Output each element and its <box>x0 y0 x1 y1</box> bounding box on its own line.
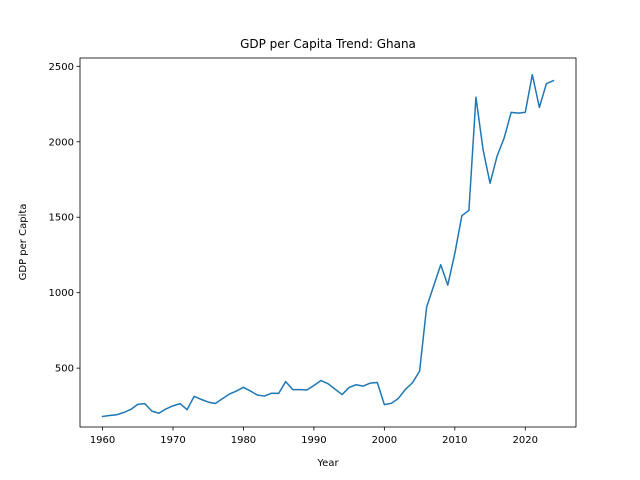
plot-area <box>101 73 555 418</box>
y-tick-label: 1000 <box>49 288 74 299</box>
y-tick-label: 2000 <box>49 137 74 148</box>
x-tick-label: 2010 <box>442 435 467 446</box>
plot-frame <box>79 57 577 428</box>
y-tick-label: 1500 <box>49 213 74 224</box>
y-tick-label: 2500 <box>49 62 74 73</box>
x-tick-label: 1970 <box>160 435 185 446</box>
x-tick-label: 1980 <box>231 435 256 446</box>
gdp-per-capita-line <box>101 73 555 418</box>
x-tick-label: 2000 <box>372 435 397 446</box>
chart-title: GDP per Capita Trend: Ghana <box>240 37 416 51</box>
x-tick-label: 1960 <box>90 435 115 446</box>
x-axis-ticks: 1960 1970 1980 1990 2000 2010 2020 <box>90 427 538 446</box>
x-tick-label: 2020 <box>513 435 538 446</box>
x-tick-label: 1990 <box>301 435 326 446</box>
y-tick-label: 500 <box>55 364 74 375</box>
y-axis-ticks: 500 1000 1500 2000 2500 <box>49 62 80 375</box>
y-axis-label: GDP per Capita <box>18 204 29 281</box>
x-axis-label: Year <box>316 458 339 469</box>
